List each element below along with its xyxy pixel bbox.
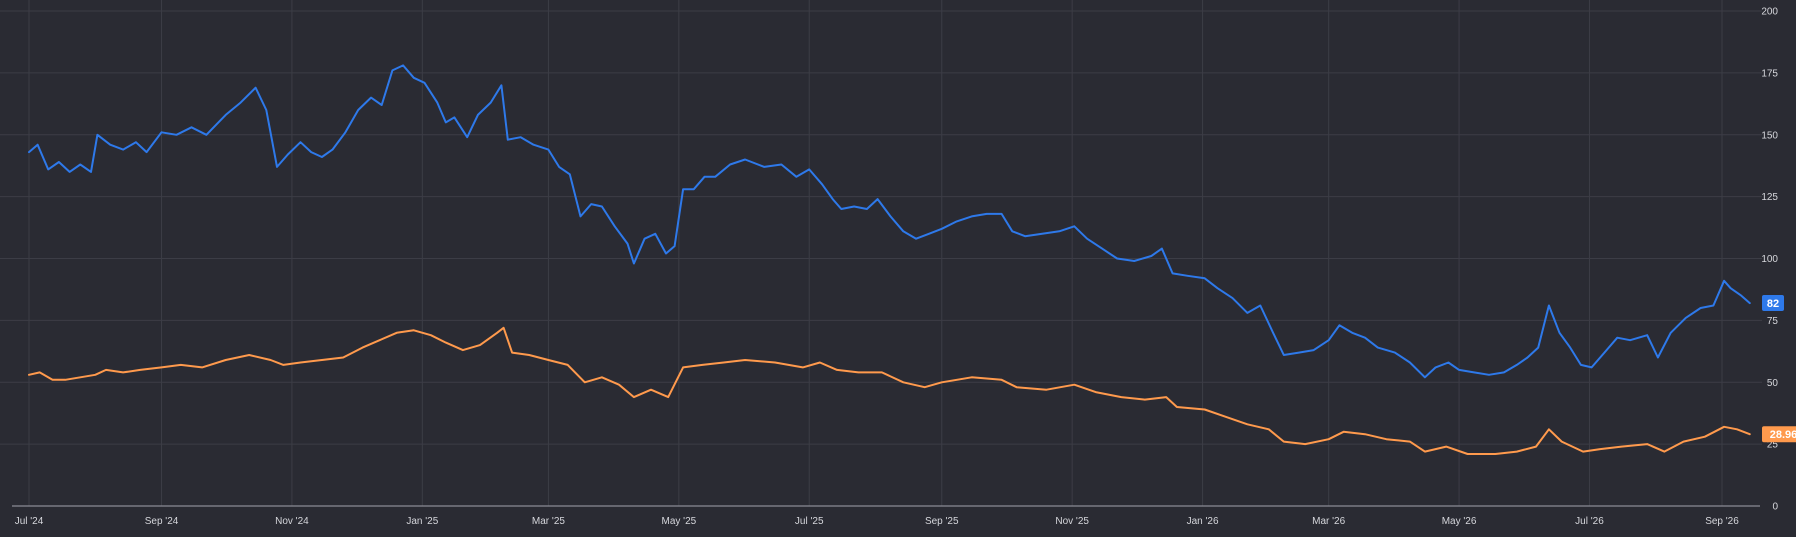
last-value-badge-2: 28.96 bbox=[1762, 426, 1796, 443]
series-line-1 bbox=[28, 64, 1751, 379]
badge-value: 28.96 bbox=[1770, 429, 1796, 441]
y-tick-label-175: 175 bbox=[1761, 68, 1778, 79]
series-lines bbox=[28, 64, 1751, 455]
x-tick-label-2026-03: Mar '26 bbox=[1312, 516, 1345, 527]
y-tick-label-150: 150 bbox=[1761, 130, 1778, 141]
y-tick-label-25: 25 bbox=[1767, 440, 1779, 451]
badge-background bbox=[1762, 295, 1784, 312]
x-tick-label-2025-05: May '25 bbox=[661, 516, 696, 527]
series-line-2 bbox=[28, 326, 1751, 455]
x-tick-label-2025-09: Sep '25 bbox=[925, 516, 959, 527]
x-tick-label-2026-07: Jul '26 bbox=[1575, 516, 1604, 527]
y-tick-label-50: 50 bbox=[1767, 378, 1779, 389]
x-tick-label-2025-07: Jul '25 bbox=[795, 516, 824, 527]
x-tick-label-2026-01: Jan '26 bbox=[1187, 516, 1219, 527]
x-tick-label-2024-11: Nov '24 bbox=[275, 516, 309, 527]
x-tick-label-2025-01: Jan '25 bbox=[406, 516, 438, 527]
grid-lines bbox=[0, 0, 1762, 506]
x-tick-label-2024-07: Jul '24 bbox=[15, 516, 44, 527]
x-tick-label-2024-09: Sep '24 bbox=[145, 516, 179, 527]
y-tick-label-75: 75 bbox=[1767, 316, 1779, 327]
last-value-badge-1: 82 bbox=[1762, 295, 1784, 312]
last-value-badges: 82 28.96 bbox=[1762, 295, 1796, 443]
x-tick-label-2025-03: Mar '25 bbox=[532, 516, 565, 527]
badge-value: 82 bbox=[1767, 298, 1779, 310]
x-tick-label-2025-11: Nov '25 bbox=[1055, 516, 1089, 527]
x-axis-tick-labels: Jul '24 Sep '24 Nov '24 Jan '25 Mar '25 May '… bbox=[15, 516, 1740, 527]
badge-background bbox=[1762, 426, 1796, 443]
y-tick-label-125: 125 bbox=[1761, 192, 1778, 203]
x-tick-label-2026-05: May '26 bbox=[1442, 516, 1477, 527]
x-tick-label-2026-09: Sep '26 bbox=[1705, 516, 1739, 527]
y-tick-label-100: 100 bbox=[1761, 254, 1778, 265]
y-axis-tick-labels: 0 25 50 75 100 125 150 175 200 bbox=[1761, 7, 1778, 513]
y-tick-label-0: 0 bbox=[1772, 502, 1778, 513]
y-tick-label-200: 200 bbox=[1761, 7, 1778, 18]
